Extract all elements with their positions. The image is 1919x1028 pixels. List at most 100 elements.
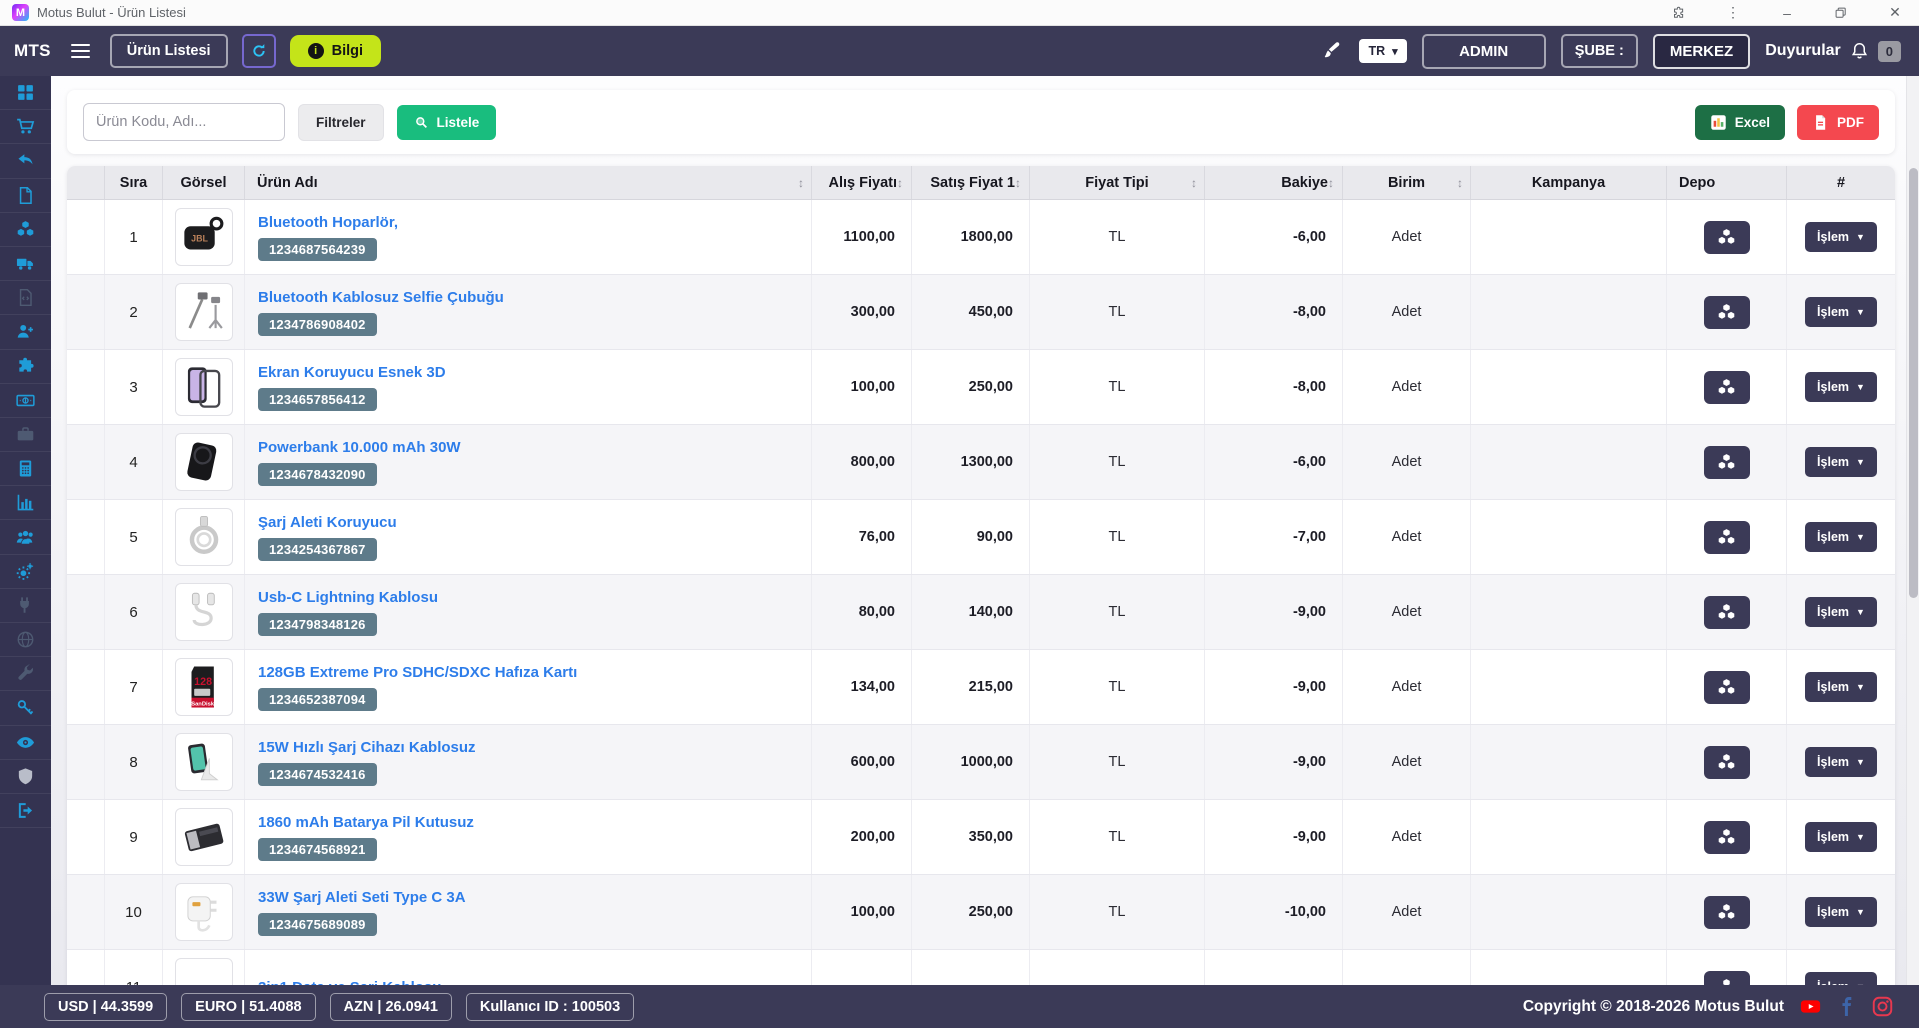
sidebar-item-cubes[interactable] bbox=[0, 213, 51, 247]
theme-brush-icon[interactable] bbox=[1323, 41, 1344, 62]
powerbank-photo[interactable] bbox=[174, 433, 233, 491]
product-name-link[interactable]: 128GB Extreme Pro SDHC/SDXC Hafıza Kartı bbox=[258, 663, 578, 681]
minimize-button[interactable]: – bbox=[1783, 4, 1791, 21]
language-select[interactable]: TR bbox=[1359, 39, 1407, 63]
product-name-link[interactable]: 3in1 Data ve Şarj Kablosu bbox=[258, 979, 441, 986]
column-header-birim[interactable]: Birim ↕ bbox=[1343, 166, 1471, 199]
depo-button[interactable] bbox=[1703, 895, 1750, 929]
sidebar-item-delivery-truck[interactable] bbox=[0, 247, 51, 282]
product-name-link[interactable]: Şarj Aleti Koruyucu bbox=[258, 513, 397, 531]
sidebar-item-gears[interactable] bbox=[0, 555, 51, 589]
depo-button[interactable] bbox=[1703, 595, 1750, 629]
column-header-satis-fiyat-1[interactable]: Satış Fiyat 1 ↕ bbox=[912, 166, 1030, 199]
islem-dropdown-button[interactable]: İşlem▼ bbox=[1805, 972, 1877, 985]
column-header-bakiye[interactable]: Bakiye ↕ bbox=[1205, 166, 1343, 199]
hamburger-menu-icon[interactable] bbox=[65, 40, 96, 62]
product-name-link[interactable]: Ekran Koruyucu Esnek 3D bbox=[258, 363, 446, 381]
admin-button[interactable]: ADMIN bbox=[1421, 33, 1546, 69]
column-header-alis-fiyati[interactable]: Alış Fiyatı ↕ bbox=[812, 166, 912, 199]
sidebar-item-wrench[interactable] bbox=[0, 657, 51, 692]
depo-button[interactable] bbox=[1703, 220, 1750, 254]
cell-actions: İşlem▼ bbox=[1787, 425, 1895, 499]
product-name-link[interactable]: 15W Hızlı Şarj Cihazı Kablosuz bbox=[258, 738, 476, 756]
sidebar-item-shopping-cart[interactable] bbox=[0, 110, 51, 145]
facebook-icon[interactable] bbox=[1836, 996, 1857, 1017]
extension-puzzle-icon[interactable] bbox=[1671, 5, 1687, 21]
product-name-link[interactable]: Bluetooth Hoparlör, bbox=[258, 213, 398, 231]
islem-dropdown-button[interactable]: İşlem▼ bbox=[1805, 672, 1877, 702]
usbc-cables-photo[interactable] bbox=[174, 583, 233, 641]
column-header-urun-adi[interactable]: Ürün Adı ↕ bbox=[245, 166, 812, 199]
sidebar-item-eye[interactable] bbox=[0, 726, 51, 760]
refresh-button[interactable] bbox=[241, 34, 276, 68]
islem-dropdown-button[interactable]: İşlem▼ bbox=[1805, 222, 1877, 252]
depo-button[interactable] bbox=[1703, 970, 1750, 985]
filters-button[interactable]: Filtreler bbox=[298, 103, 384, 141]
page-title-button[interactable]: Ürün Listesi bbox=[109, 34, 228, 68]
jbl-bluetooth-speaker-photo[interactable]: JBL bbox=[174, 208, 233, 266]
pdf-export-button[interactable]: PDF bbox=[1797, 104, 1879, 140]
islem-dropdown-button[interactable]: İşlem▼ bbox=[1805, 822, 1877, 852]
scrollbar-thumb[interactable] bbox=[1909, 168, 1918, 598]
islem-dropdown-button[interactable]: İşlem▼ bbox=[1805, 447, 1877, 477]
cell-product: 33W Şarj Aleti Seti Type C 3A 1234675689… bbox=[245, 875, 812, 949]
wall-charger-photo[interactable] bbox=[174, 883, 233, 941]
search-input[interactable] bbox=[83, 103, 285, 141]
branch-value-button[interactable]: MERKEZ bbox=[1652, 33, 1751, 69]
coiled-cable-photo[interactable] bbox=[174, 508, 233, 566]
sidebar-item-user-plus[interactable] bbox=[0, 315, 51, 350]
depo-button[interactable] bbox=[1703, 670, 1750, 704]
screen-protector-photo[interactable] bbox=[174, 358, 233, 416]
instagram-icon[interactable] bbox=[1872, 996, 1893, 1017]
restore-button[interactable] bbox=[1833, 5, 1849, 21]
product-name-link[interactable]: Powerbank 10.000 mAh 30W bbox=[258, 438, 461, 456]
battery-cell-photo[interactable] bbox=[174, 808, 233, 866]
sidebar-item-calculator[interactable] bbox=[0, 452, 51, 487]
islem-dropdown-button[interactable]: İşlem▼ bbox=[1805, 747, 1877, 777]
product-name-link[interactable]: 33W Şarj Aleti Seti Type C 3A bbox=[258, 888, 466, 906]
depo-button[interactable] bbox=[1703, 445, 1750, 479]
list-button[interactable]: Listele bbox=[396, 104, 497, 140]
excel-export-button[interactable]: Excel bbox=[1694, 104, 1785, 140]
info-button[interactable]: i Bilgi bbox=[289, 35, 382, 67]
sidebar-item-dashboard-grid[interactable] bbox=[0, 76, 51, 111]
vertical-scrollbar[interactable] bbox=[1906, 76, 1919, 985]
sidebar-item-banknote[interactable] bbox=[0, 384, 51, 418]
column-header-fiyat-tipi[interactable]: Fiyat Tipi ↕ bbox=[1030, 166, 1205, 199]
branch-label-button[interactable]: ŞUBE : bbox=[1560, 34, 1638, 68]
depo-button[interactable] bbox=[1703, 295, 1750, 329]
depo-button[interactable] bbox=[1703, 820, 1750, 854]
islem-dropdown-button[interactable]: İşlem▼ bbox=[1805, 297, 1877, 327]
sidebar-item-bar-chart[interactable] bbox=[0, 486, 51, 521]
sidebar-item-key[interactable] bbox=[0, 691, 51, 726]
depo-button[interactable] bbox=[1703, 520, 1750, 554]
cubes-icon bbox=[1718, 828, 1735, 844]
islem-dropdown-button[interactable]: İşlem▼ bbox=[1805, 597, 1877, 627]
product-name-link[interactable]: Usb-C Lightning Kablosu bbox=[258, 588, 438, 606]
wireless-charger-photo[interactable] bbox=[174, 733, 233, 791]
sd-card-photo[interactable]: SanDisk 128 bbox=[174, 658, 233, 716]
islem-dropdown-button[interactable]: İşlem▼ bbox=[1805, 897, 1877, 927]
product-name-link[interactable]: Bluetooth Kablosuz Selfie Çubuğu bbox=[258, 288, 504, 306]
youtube-icon[interactable] bbox=[1800, 996, 1821, 1017]
islem-dropdown-button[interactable]: İşlem▼ bbox=[1805, 372, 1877, 402]
depo-button[interactable] bbox=[1703, 370, 1750, 404]
sidebar-item-users-group[interactable] bbox=[0, 520, 51, 555]
sidebar-item-file-code[interactable] bbox=[0, 281, 51, 316]
sidebar-item-logout[interactable] bbox=[0, 794, 51, 829]
product-name-link[interactable]: 1860 mAh Batarya Pil Kutusuz bbox=[258, 813, 474, 831]
sidebar-item-globe[interactable] bbox=[0, 623, 51, 658]
sidebar-item-briefcase[interactable] bbox=[0, 418, 51, 453]
sidebar-item-puzzle-piece[interactable] bbox=[0, 350, 51, 384]
islem-dropdown-button[interactable]: İşlem▼ bbox=[1805, 522, 1877, 552]
sidebar-item-undo-arrow[interactable] bbox=[0, 144, 51, 179]
announcements-button[interactable]: Duyurular 0 bbox=[1765, 40, 1901, 62]
close-button[interactable]: ✕ bbox=[1889, 4, 1901, 20]
depo-button[interactable] bbox=[1703, 745, 1750, 779]
sidebar-item-shield[interactable] bbox=[0, 760, 51, 794]
3in1-cable-photo[interactable] bbox=[174, 958, 233, 985]
kebab-menu-icon[interactable]: ⋮ bbox=[1726, 4, 1740, 20]
selfie-stick-photo[interactable] bbox=[174, 283, 233, 341]
sidebar-item-document[interactable] bbox=[0, 179, 51, 213]
sidebar-item-power-plug[interactable] bbox=[0, 589, 51, 623]
